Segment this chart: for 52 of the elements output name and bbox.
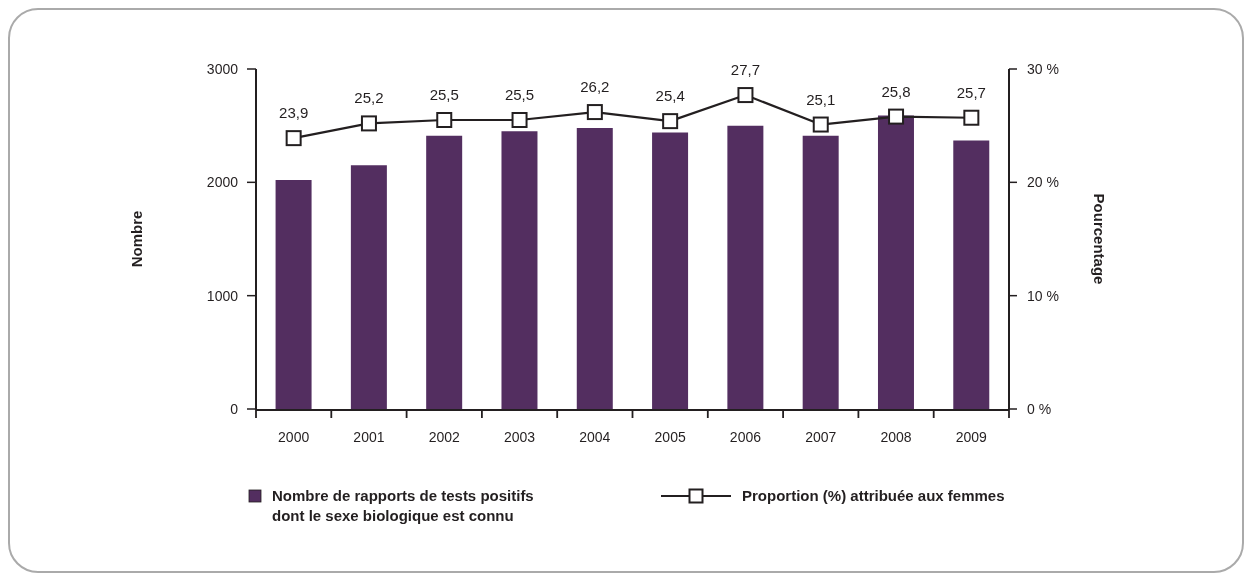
bar xyxy=(652,132,689,409)
y-tick-label: 1000 xyxy=(206,287,239,304)
y2-tick-label: 0 % xyxy=(1027,400,1052,417)
x-tick-label: 2005 xyxy=(654,428,686,445)
y-tick-label: 3000 xyxy=(206,60,239,77)
x-tick-label: 2000 xyxy=(278,428,310,445)
bar xyxy=(953,140,990,409)
y-tick-label: 2000 xyxy=(206,174,239,191)
bar xyxy=(426,135,463,409)
x-tick-label: 2001 xyxy=(353,428,385,445)
y-axis-title: Nombre xyxy=(127,210,145,268)
data-label: 25,5 xyxy=(429,86,459,103)
y-tick-label: 0 xyxy=(230,400,239,417)
data-label: 25,5 xyxy=(504,86,535,103)
y2-axis-title: Pourcentage xyxy=(1091,193,1109,285)
point xyxy=(812,116,829,133)
data-label: 25,1 xyxy=(806,90,836,108)
data-label: 27,7 xyxy=(730,61,761,79)
x-tick-label: 2008 xyxy=(880,428,912,445)
data-label: 25,8 xyxy=(881,82,911,100)
data-label: 25,4 xyxy=(655,87,685,105)
y2-tick-label: 20 % xyxy=(1027,174,1059,191)
point xyxy=(360,115,377,132)
point xyxy=(436,112,453,128)
data-label: 25,7 xyxy=(956,83,986,101)
bar xyxy=(275,180,312,409)
point xyxy=(963,109,980,126)
data-label: 26,2 xyxy=(580,78,610,96)
point xyxy=(662,113,679,130)
data-label: 23,9 xyxy=(279,104,309,122)
x-tick-label: 2004 xyxy=(579,428,611,445)
bar xyxy=(576,127,613,409)
point xyxy=(737,87,754,104)
bar xyxy=(350,165,387,409)
legend-label: Nombre de rapports de tests positifs dont le sexe biologique est connu xyxy=(272,486,535,526)
point xyxy=(285,130,302,147)
y2-tick-label: 30 % xyxy=(1027,60,1059,77)
data-label: 25,2 xyxy=(354,89,384,107)
x-tick-label: 2007 xyxy=(805,428,837,445)
x-tick-label: 2003 xyxy=(503,428,536,445)
legend-label: Proportion (%) attribuée aux femmes xyxy=(742,486,1005,506)
bar xyxy=(727,125,764,409)
bar xyxy=(802,135,839,409)
point xyxy=(586,104,603,121)
point xyxy=(888,108,905,125)
x-tick-label: 2002 xyxy=(428,428,461,445)
x-tick-label: 2009 xyxy=(955,428,988,445)
point xyxy=(511,112,528,128)
bar xyxy=(501,131,538,409)
x-tick-label: 2006 xyxy=(729,428,762,445)
y2-tick-label: 10 % xyxy=(1027,287,1059,304)
bar xyxy=(877,115,914,409)
